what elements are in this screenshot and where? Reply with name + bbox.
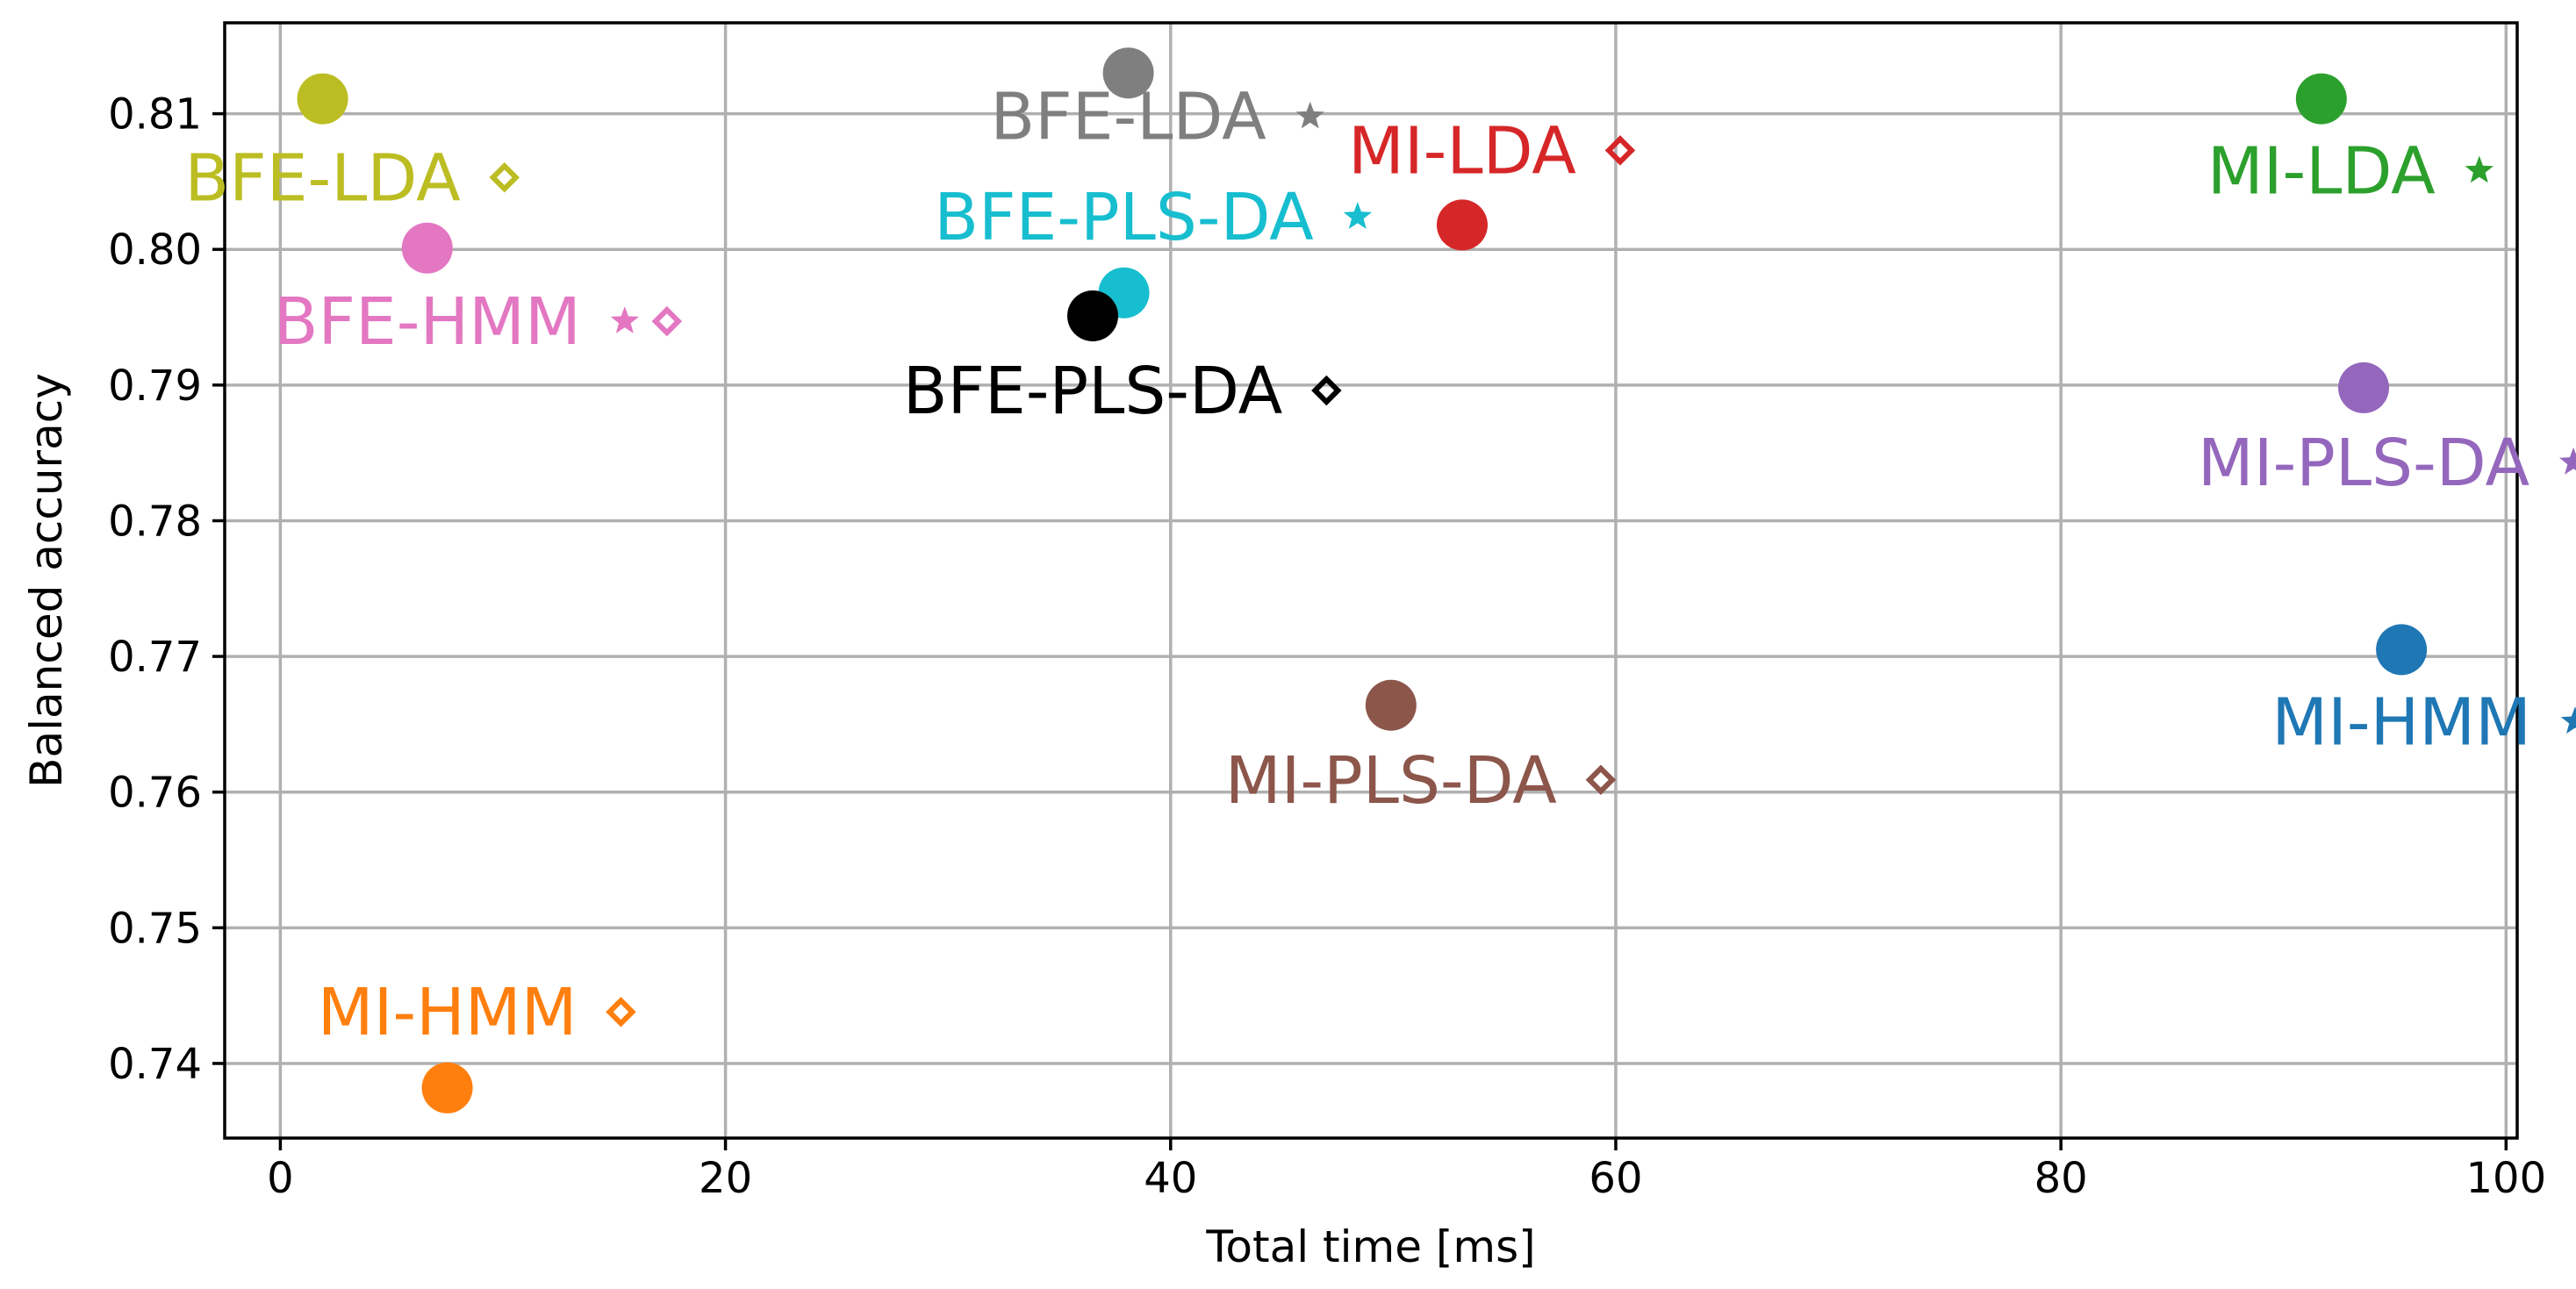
data-point-mi-lda: [2295, 73, 2347, 125]
star-icon: [1295, 101, 1324, 129]
point-label-bfe-hmm: BFE-HMM: [274, 284, 683, 360]
diamond-icon: [1585, 764, 1617, 796]
point-label-mi-lda: MI-LDA: [2207, 134, 2493, 210]
y-tick-label: 0.75: [108, 904, 202, 953]
diamond-icon: [1604, 135, 1636, 166]
point-label-mi-lda: MI-LDA: [1348, 113, 1636, 189]
data-point-bfe-hmm: [401, 222, 453, 274]
data-point-mi-pls-da: [1365, 679, 1417, 731]
data-point-mi-hmm: [2376, 624, 2428, 676]
point-label-text: MI-LDA: [1348, 113, 1576, 189]
point-label-text: BFE-PLS-DA: [903, 354, 1283, 429]
x-tick-label: 60: [1589, 1154, 1642, 1203]
y-axis-ticks: 0.74 0.75 0.76 0.77 0.78 0.79 0.80 0.81: [108, 90, 225, 1089]
point-label-text: MI-HMM: [2271, 684, 2531, 760]
data-point-bfe-lda: [1102, 47, 1154, 99]
axes-frame: [223, 21, 2519, 1140]
x-axis-ticks: 0 20 40 60 80 100: [267, 1138, 2546, 1203]
diamond-icon: [651, 305, 683, 337]
data-point-bfe-pls-da: [1067, 290, 1119, 341]
point-label-text: MI-HMM: [318, 975, 578, 1050]
point-label-bfe-lda: BFE-LDA: [184, 140, 520, 216]
data-point-mi-lda: [1436, 199, 1488, 251]
point-label-text: MI-PLS-DA: [2198, 426, 2530, 501]
y-tick-label: 0.79: [108, 362, 202, 411]
star-icon: [2559, 448, 2576, 475]
point-labels: BFE-LDA BFE-HMM MI-HMM BFE-LDA BFE-PLS-DA BFE…: [184, 80, 2576, 1050]
point-label-text: BFE-LDA: [990, 80, 1266, 155]
y-tick-label: 0.77: [108, 633, 202, 682]
x-tick-label: 20: [699, 1154, 752, 1203]
point-label-text: BFE-LDA: [184, 140, 461, 216]
star-icon: [2465, 155, 2493, 183]
x-tick-label: 0: [267, 1154, 294, 1203]
point-label-text: BFE-HMM: [274, 284, 581, 360]
point-label-text: BFE-PLS-DA: [934, 180, 1314, 255]
diamond-icon: [489, 162, 520, 193]
point-label-text: MI-PLS-DA: [1225, 743, 1558, 819]
data-point-mi-hmm: [421, 1062, 473, 1114]
y-axis-label: Balanced accuracy: [21, 373, 72, 788]
diamond-icon: [1311, 375, 1342, 406]
point-label-bfe-pls-da: BFE-PLS-DA: [934, 180, 1372, 255]
y-tick-label: 0.80: [108, 226, 202, 275]
grid-lines: [225, 23, 2517, 1138]
y-tick-label: 0.76: [108, 769, 202, 818]
x-tick-label: 80: [2034, 1154, 2088, 1203]
point-label-bfe-lda: BFE-LDA: [990, 80, 1324, 155]
data-point-bfe-lda: [297, 73, 348, 125]
x-tick-label: 100: [2466, 1154, 2547, 1203]
diamond-icon: [606, 996, 636, 1028]
y-tick-label: 0.78: [108, 497, 202, 546]
point-label-mi-pls-da: MI-PLS-DA: [2198, 426, 2576, 501]
star-icon: [1343, 202, 1372, 229]
data-point-mi-pls-da: [2338, 362, 2390, 413]
x-tick-label: 40: [1144, 1154, 1197, 1203]
point-label-mi-pls-da: MI-PLS-DA: [1225, 743, 1617, 819]
x-axis-label: Total time [ms]: [1205, 1221, 1535, 1272]
point-label-text: MI-LDA: [2207, 134, 2436, 210]
point-label-mi-hmm: MI-HMM: [2271, 684, 2576, 760]
y-tick-label: 0.74: [108, 1040, 202, 1089]
point-label-mi-hmm: MI-HMM: [318, 975, 636, 1050]
point-label-bfe-pls-da: BFE-PLS-DA: [903, 354, 1342, 429]
star-icon: [610, 306, 639, 333]
star-icon: [2560, 706, 2576, 734]
y-tick-label: 0.81: [108, 90, 202, 140]
data-points: [297, 47, 2428, 1114]
